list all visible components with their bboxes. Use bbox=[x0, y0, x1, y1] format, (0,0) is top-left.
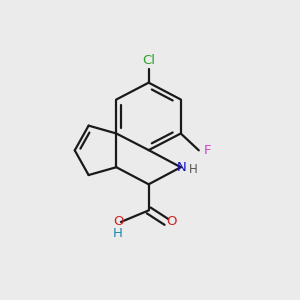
Text: H: H bbox=[113, 226, 123, 239]
Text: H: H bbox=[188, 164, 197, 176]
Text: Cl: Cl bbox=[142, 54, 155, 68]
Text: O: O bbox=[166, 215, 177, 228]
Text: F: F bbox=[204, 144, 211, 157]
Text: N: N bbox=[177, 161, 187, 174]
Text: O: O bbox=[113, 214, 123, 227]
